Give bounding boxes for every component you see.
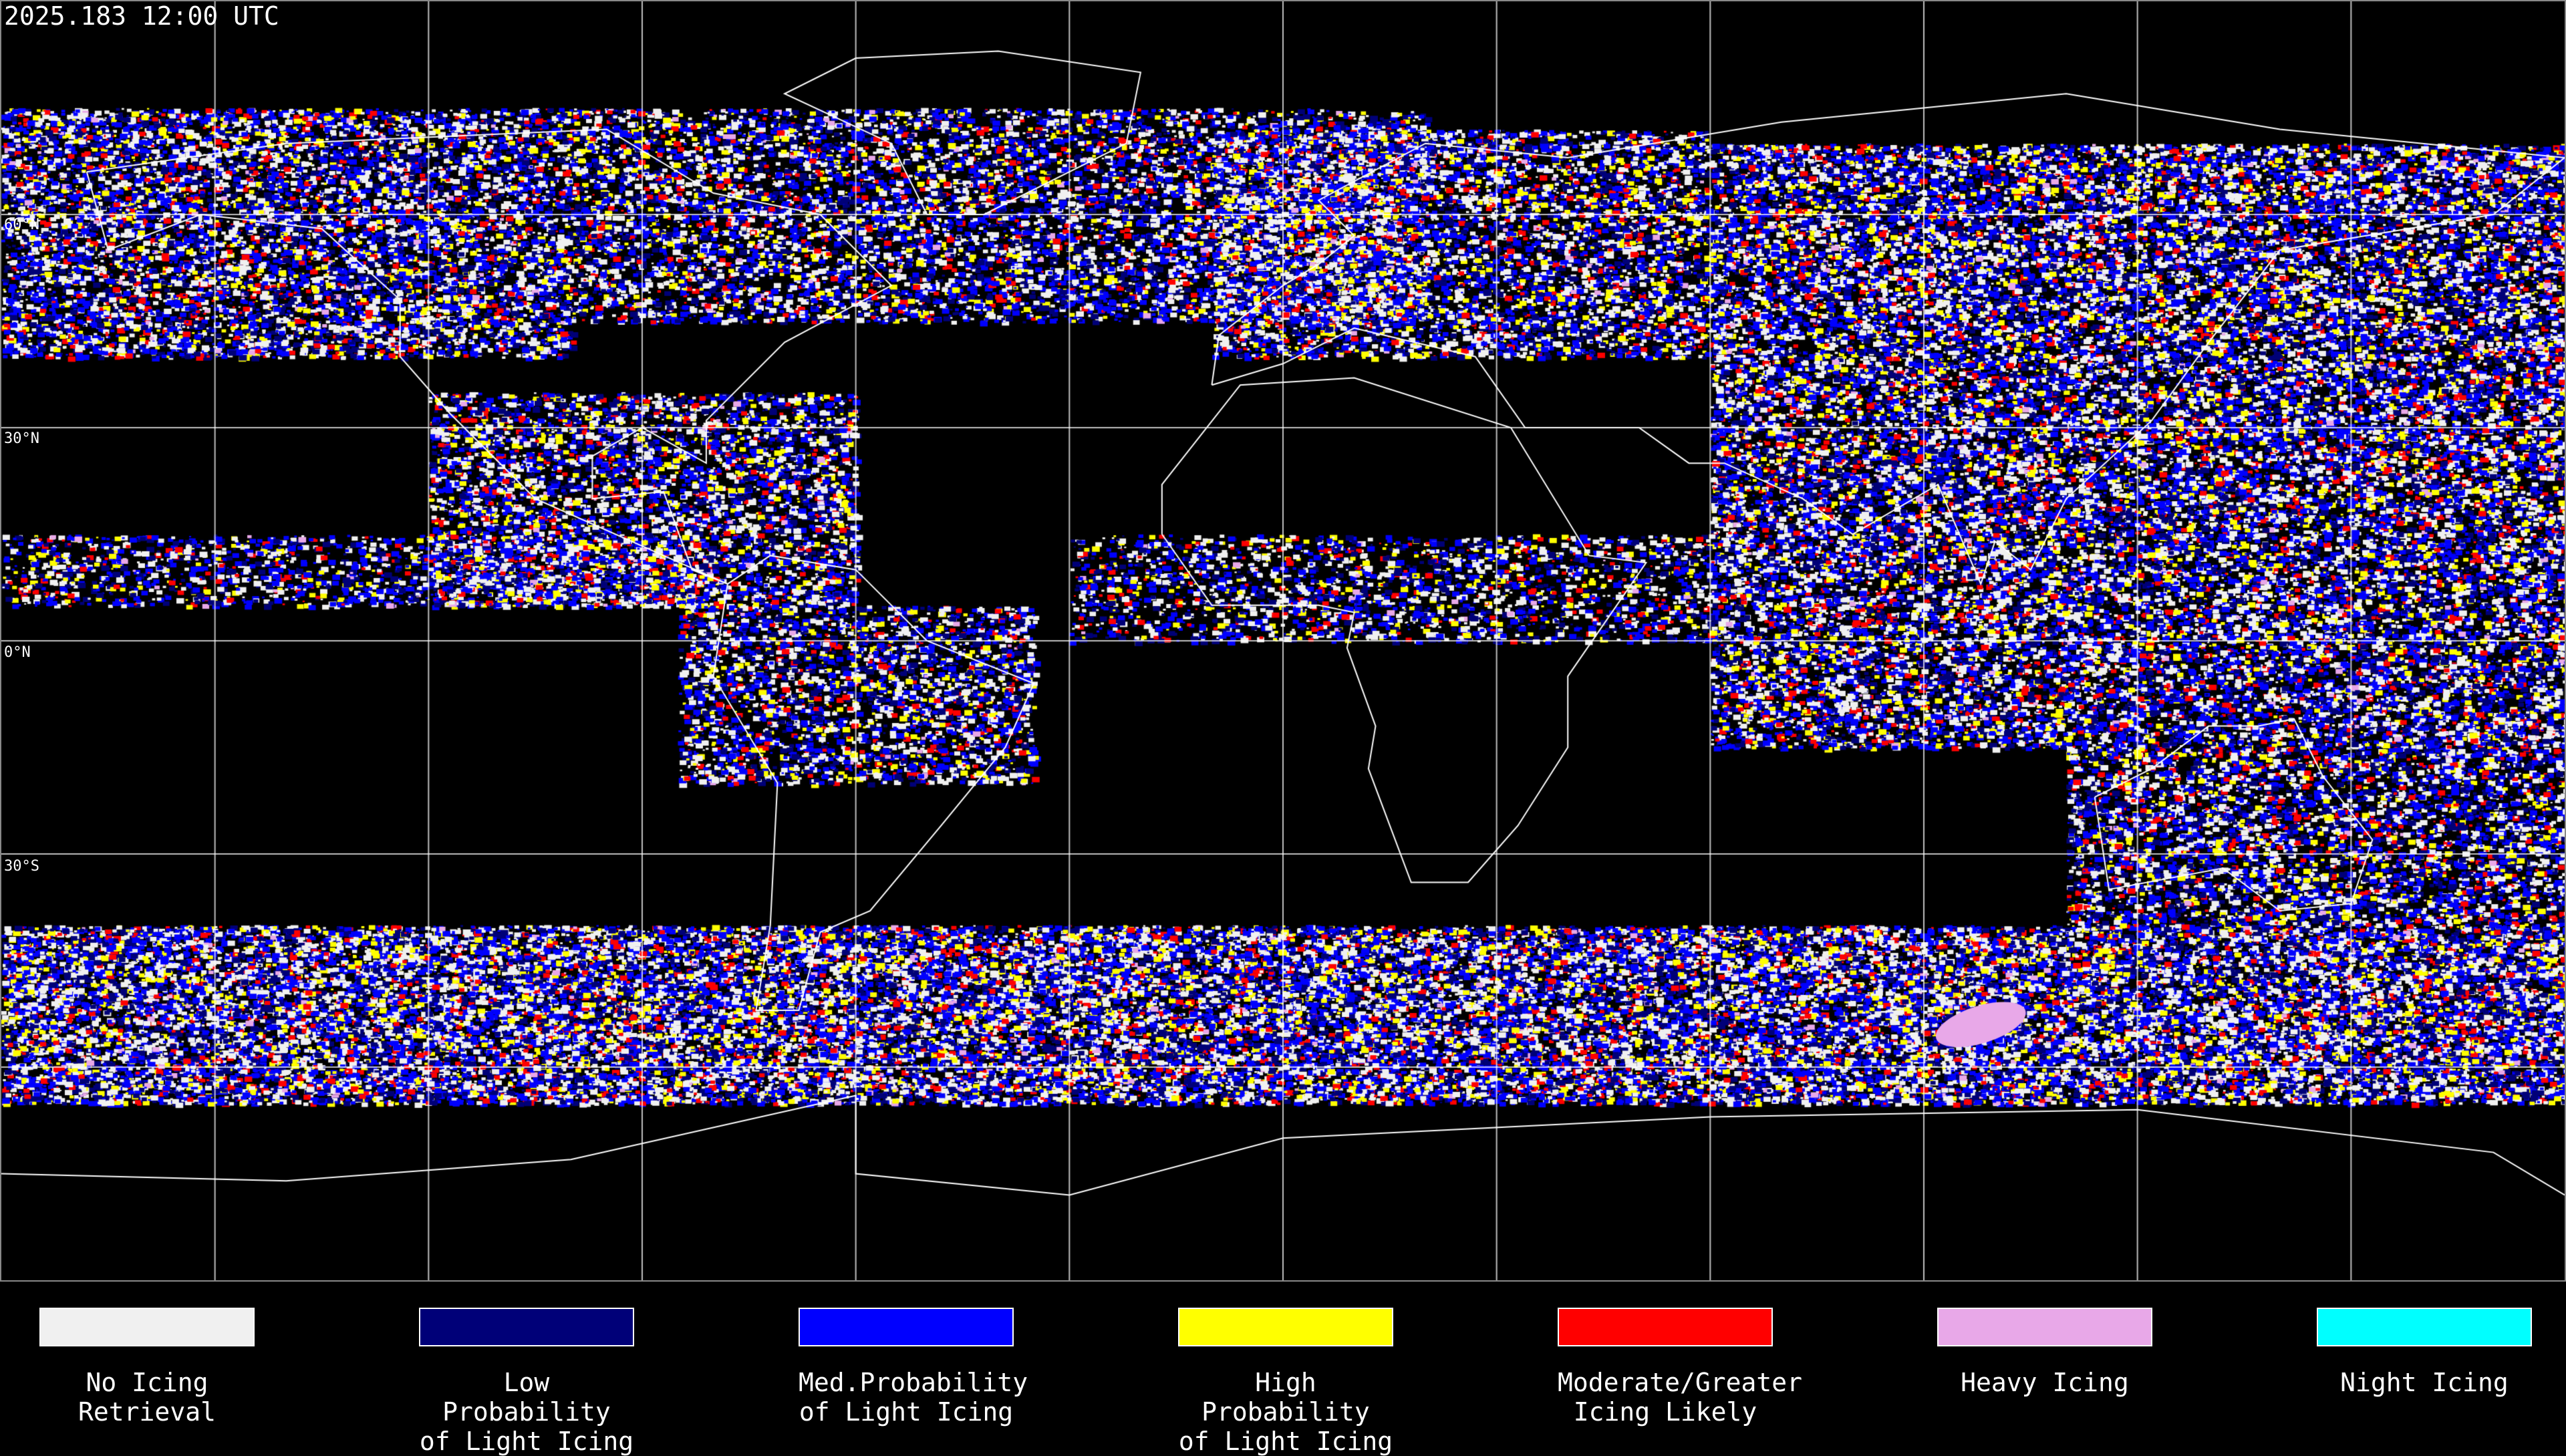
lat-label-0n: 0°N [4,644,31,661]
legend-item: Med.Probability of Light Icing [799,1308,1028,1427]
legend-swatch [1178,1308,1393,1346]
legend-label: High Probability of Light Icing [1178,1368,1393,1456]
legend-swatch [799,1308,1014,1346]
legend-swatch [1937,1308,2152,1346]
legend-label: Low Probability of Light Icing [419,1368,634,1456]
legend-swatch [1558,1308,1773,1346]
lat-label-60n: 60°N [4,216,39,233]
legend-label: Moderate/Greater Icing Likely [1558,1368,1803,1427]
timestamp-title: 2025.183 12:00 UTC [4,1,279,31]
legend-label: Heavy Icing [1961,1368,2129,1397]
legend-item: Low Probability of Light Icing [419,1308,634,1456]
legend-label: Night Icing [2340,1368,2509,1397]
lat-label-30s: 30°S [4,858,39,875]
legend-item: Night Icing [2317,1308,2532,1397]
legend-swatch [419,1308,634,1346]
legend-item: Moderate/Greater Icing Likely [1558,1308,1803,1427]
legend-item: Heavy Icing [1937,1308,2152,1397]
legend-item: High Probability of Light Icing [1178,1308,1393,1456]
legend-label: No Icing Retrieval [78,1368,216,1427]
lat-label-30n: 30°N [4,430,39,447]
legend-item: No Icing Retrieval [39,1308,255,1427]
icing-map: 2025.183 12:00 UTC 60°N 30°N 0°N 30°S [0,0,2566,1282]
legend-swatch [2317,1308,2532,1346]
icing-field-canvas [1,1,2565,1280]
legend-swatch [39,1308,255,1346]
legend-label: Med.Probability of Light Icing [799,1368,1028,1427]
